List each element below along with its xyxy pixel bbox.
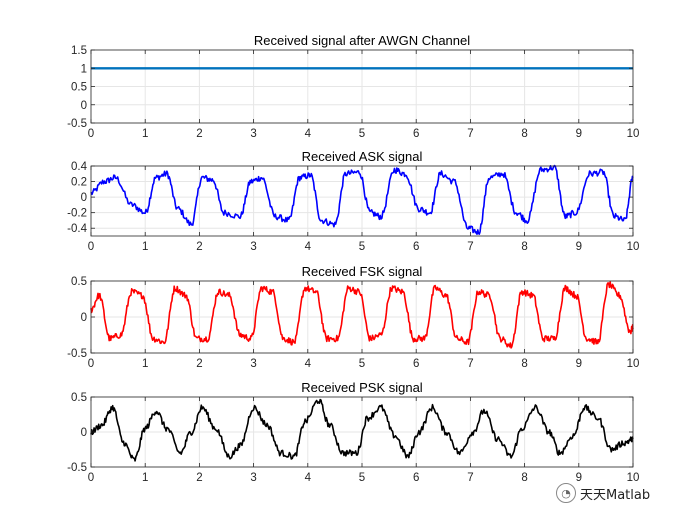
x-tick-label: 0 bbox=[88, 472, 94, 484]
x-tick-label: 9 bbox=[576, 358, 582, 370]
y-tick-label: 0.5 bbox=[71, 276, 87, 288]
x-tick-label: 2 bbox=[196, 358, 202, 370]
x-tick-label: 8 bbox=[521, 358, 527, 370]
x-tick-label: 1 bbox=[142, 128, 148, 140]
wechat-icon: ◔ bbox=[556, 483, 576, 503]
x-tick-label: 5 bbox=[359, 472, 365, 484]
x-tick-label: 8 bbox=[521, 128, 527, 140]
chart-title: Received FSK signal bbox=[302, 264, 423, 279]
x-tick-label: 4 bbox=[305, 472, 312, 484]
x-tick-label: 9 bbox=[576, 472, 582, 484]
y-tick-label: 0.2 bbox=[71, 177, 87, 189]
x-tick-label: 9 bbox=[576, 128, 582, 140]
y-tick-label: -0.5 bbox=[67, 462, 87, 474]
x-tick-label: 7 bbox=[467, 241, 473, 253]
x-tick-label: 2 bbox=[196, 241, 202, 253]
y-tick-label: -0.4 bbox=[67, 223, 87, 235]
x-tick-label: 10 bbox=[627, 472, 640, 484]
x-tick-label: 4 bbox=[305, 358, 312, 370]
y-tick-label: 1 bbox=[81, 63, 87, 75]
x-tick-label: 2 bbox=[196, 128, 202, 140]
series-line bbox=[90, 281, 634, 349]
series-line bbox=[90, 164, 634, 235]
x-tick-label: 1 bbox=[142, 241, 148, 253]
x-tick-label: 1 bbox=[142, 472, 148, 484]
x-tick-label: 7 bbox=[467, 128, 473, 140]
y-tick-label: -0.2 bbox=[67, 208, 87, 220]
x-tick-label: 6 bbox=[413, 358, 419, 370]
y-tick-label: 0 bbox=[81, 312, 87, 324]
y-tick-label: 0 bbox=[81, 100, 87, 112]
watermark-text: 天天Matlab bbox=[580, 487, 651, 503]
x-tick-label: 0 bbox=[88, 241, 94, 253]
x-tick-label: 1 bbox=[142, 358, 148, 370]
x-tick-label: 3 bbox=[250, 472, 256, 484]
x-tick-label: 10 bbox=[627, 241, 640, 253]
x-tick-label: 4 bbox=[305, 241, 312, 253]
x-tick-label: 8 bbox=[521, 472, 527, 484]
x-tick-label: 0 bbox=[88, 128, 94, 140]
x-tick-label: 5 bbox=[359, 241, 365, 253]
x-tick-label: 7 bbox=[467, 358, 473, 370]
y-tick-label: -0.5 bbox=[67, 118, 87, 130]
watermark: ◔ 天天Matlab bbox=[556, 483, 650, 503]
x-tick-label: 9 bbox=[576, 241, 582, 253]
x-tick-label: 3 bbox=[250, 241, 256, 253]
x-tick-label: 3 bbox=[250, 128, 256, 140]
x-tick-label: 10 bbox=[627, 128, 640, 140]
y-tick-label: 0 bbox=[81, 192, 87, 204]
x-tick-label: 4 bbox=[305, 128, 312, 140]
series-line bbox=[90, 398, 634, 462]
y-tick-label: 0.4 bbox=[71, 161, 88, 173]
x-tick-label: 6 bbox=[413, 472, 419, 484]
chart-title: Received signal after AWGN Channel bbox=[254, 33, 470, 48]
x-tick-label: 2 bbox=[196, 472, 202, 484]
y-tick-label: 0 bbox=[81, 427, 87, 439]
y-tick-label: 0.5 bbox=[71, 392, 87, 404]
x-tick-label: 6 bbox=[413, 128, 419, 140]
subplot-2: 0 1 2 3 4 5 6 7 8 9 10 -0.4 -0.2 0 0.2 0.4 Received ASK … bbox=[67, 149, 639, 253]
chart-title: Received PSK signal bbox=[301, 380, 423, 395]
x-tick-label: 0 bbox=[88, 358, 94, 370]
x-tick-label: 6 bbox=[413, 241, 419, 253]
x-tick-label: 3 bbox=[250, 358, 256, 370]
y-tick-label: 0.5 bbox=[71, 82, 87, 94]
x-tick-label: 5 bbox=[359, 358, 365, 370]
y-tick-label: -0.5 bbox=[67, 348, 87, 360]
chart-title: Received ASK signal bbox=[302, 149, 423, 164]
x-tick-label: 8 bbox=[521, 241, 527, 253]
x-tick-label: 7 bbox=[467, 472, 473, 484]
x-tick-label: 5 bbox=[359, 128, 365, 140]
y-tick-label: 1.5 bbox=[71, 45, 87, 57]
x-tick-label: 10 bbox=[627, 358, 640, 370]
